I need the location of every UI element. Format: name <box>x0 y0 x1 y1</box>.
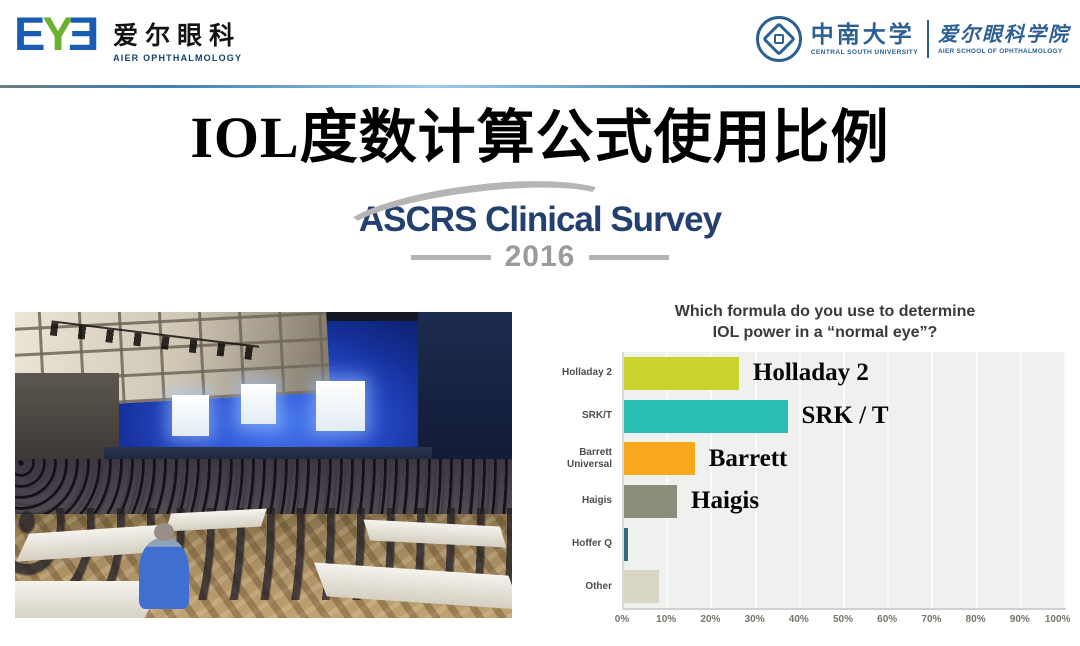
gridline <box>1019 352 1022 608</box>
gridline <box>975 352 978 608</box>
x-tick-label: 30% <box>744 614 765 625</box>
photo-projection-screen <box>171 394 209 436</box>
aier-name-cn: 爱尔眼科 <box>113 23 242 50</box>
bar-haigis <box>624 485 678 518</box>
bar-row <box>624 523 1066 566</box>
bar-other <box>624 570 660 604</box>
eye-letter: Y <box>42 7 73 60</box>
category-label: Haigis <box>581 495 612 507</box>
category-axis: Holladay 2 SRK/T Barrett Universal Haigis Ho… <box>540 352 616 608</box>
year-line-left <box>410 254 491 260</box>
bar-hoffer-q <box>624 527 629 561</box>
gridline <box>1064 352 1066 608</box>
photo-projection-screen <box>315 380 366 432</box>
x-tick-label: 70% <box>921 614 942 625</box>
csu-school-text: 爱尔眼科学院 AIER SCHOOL OF OPHTHALMOLOGY <box>938 24 1070 55</box>
school-name-en: AIER SCHOOL OF OPHTHALMOLOGY <box>938 47 1063 55</box>
ascrs-year-row: 2016 <box>0 240 1080 274</box>
photo-projection-screen <box>241 383 276 424</box>
x-tick-label: 80% <box>965 614 986 625</box>
x-tick-label: 10% <box>656 614 677 625</box>
ascrs-survey-logo: ASCRS Clinical Survey 2016 <box>0 168 1080 274</box>
gridline <box>754 352 757 608</box>
eye-logo-icon: EYE <box>14 7 100 60</box>
ascrs-logo-text: ASCRS Clinical Survey <box>333 168 722 268</box>
x-tick-label: 100% <box>1044 614 1071 625</box>
gridline <box>798 352 801 608</box>
x-tick-label: 60% <box>877 614 898 625</box>
eye-letter: E <box>70 7 100 60</box>
gridline <box>931 352 934 608</box>
csu-logo: 中南大学 CENTRAL SOUTH UNIVERSITY 爱尔眼科学院 AIE… <box>755 16 1070 62</box>
aier-name-en: AIER OPHTHALMOLOGY <box>113 53 243 63</box>
gridline <box>843 352 845 608</box>
survey-year: 2016 <box>504 240 576 273</box>
csu-university-text: 中南大学 CENTRAL SOUTH UNIVERSITY <box>811 23 918 56</box>
bar-barrett-universal <box>624 442 695 476</box>
eye-letter: E <box>14 7 45 60</box>
x-tick-label: 20% <box>700 614 721 625</box>
bar-overlay-label: Holladay 2 <box>752 359 869 387</box>
csu-name-en: CENTRAL SOUTH UNIVERSITY <box>810 48 918 56</box>
plot-area: Holladay 2 SRK / T Barrett Haigis <box>622 352 1066 610</box>
bar-overlay-label: Haigis <box>691 487 760 515</box>
year-line-right <box>589 254 670 260</box>
x-tick-label: 50% <box>832 614 854 625</box>
bar-row <box>624 565 1066 608</box>
csu-emblem-icon <box>755 16 802 62</box>
category-label: Other <box>585 580 612 592</box>
chart-title: Which formula do you use to determine IO… <box>674 303 976 341</box>
bar-row: Barrett <box>624 437 1066 480</box>
bar-row: Haigis <box>624 480 1066 523</box>
bar-row: SRK / T <box>624 395 1066 438</box>
x-tick-label: 0% <box>614 614 630 625</box>
category-label: Holladay 2 <box>561 367 612 379</box>
bar-row: Holladay 2 <box>624 352 1066 395</box>
gridline <box>887 352 890 608</box>
x-tick-label: 40% <box>788 614 809 625</box>
gridline <box>666 352 669 608</box>
school-name-cn: 爱尔眼科学院 <box>938 23 1070 46</box>
page-title: IOL度数计算公式使用比例 <box>190 105 890 170</box>
header-divider <box>0 85 1080 88</box>
csu-name-cn: 中南大学 <box>810 21 915 47</box>
conference-photo <box>15 312 512 618</box>
aier-logo-text: 爱尔眼科 AIER OPHTHALMOLOGY <box>113 12 242 63</box>
photo-attendee <box>139 522 189 609</box>
bar-overlay-label: Barrett <box>708 444 788 472</box>
bar-overlay-label: SRK / T <box>801 401 889 429</box>
bar-holladay-2 <box>624 357 739 390</box>
category-label: Hoffer Q <box>572 538 612 549</box>
category-label: SRK/T <box>582 410 612 421</box>
aier-eye-logo: EYE 爱尔眼科 AIER OPHTHALMOLOGY <box>14 7 242 63</box>
formula-usage-chart: Which formula do you use to determine IO… <box>540 300 1080 646</box>
bar-srk/t <box>624 399 788 433</box>
x-tick-label: 90% <box>1009 614 1030 625</box>
x-axis: 0% 10% 20% 30% 40% 50% 60% 70% 80% 90% 100% <box>615 614 1071 630</box>
category-label: Barrett Universal <box>566 446 612 470</box>
gridline <box>710 352 713 608</box>
logo-divider <box>927 20 929 58</box>
